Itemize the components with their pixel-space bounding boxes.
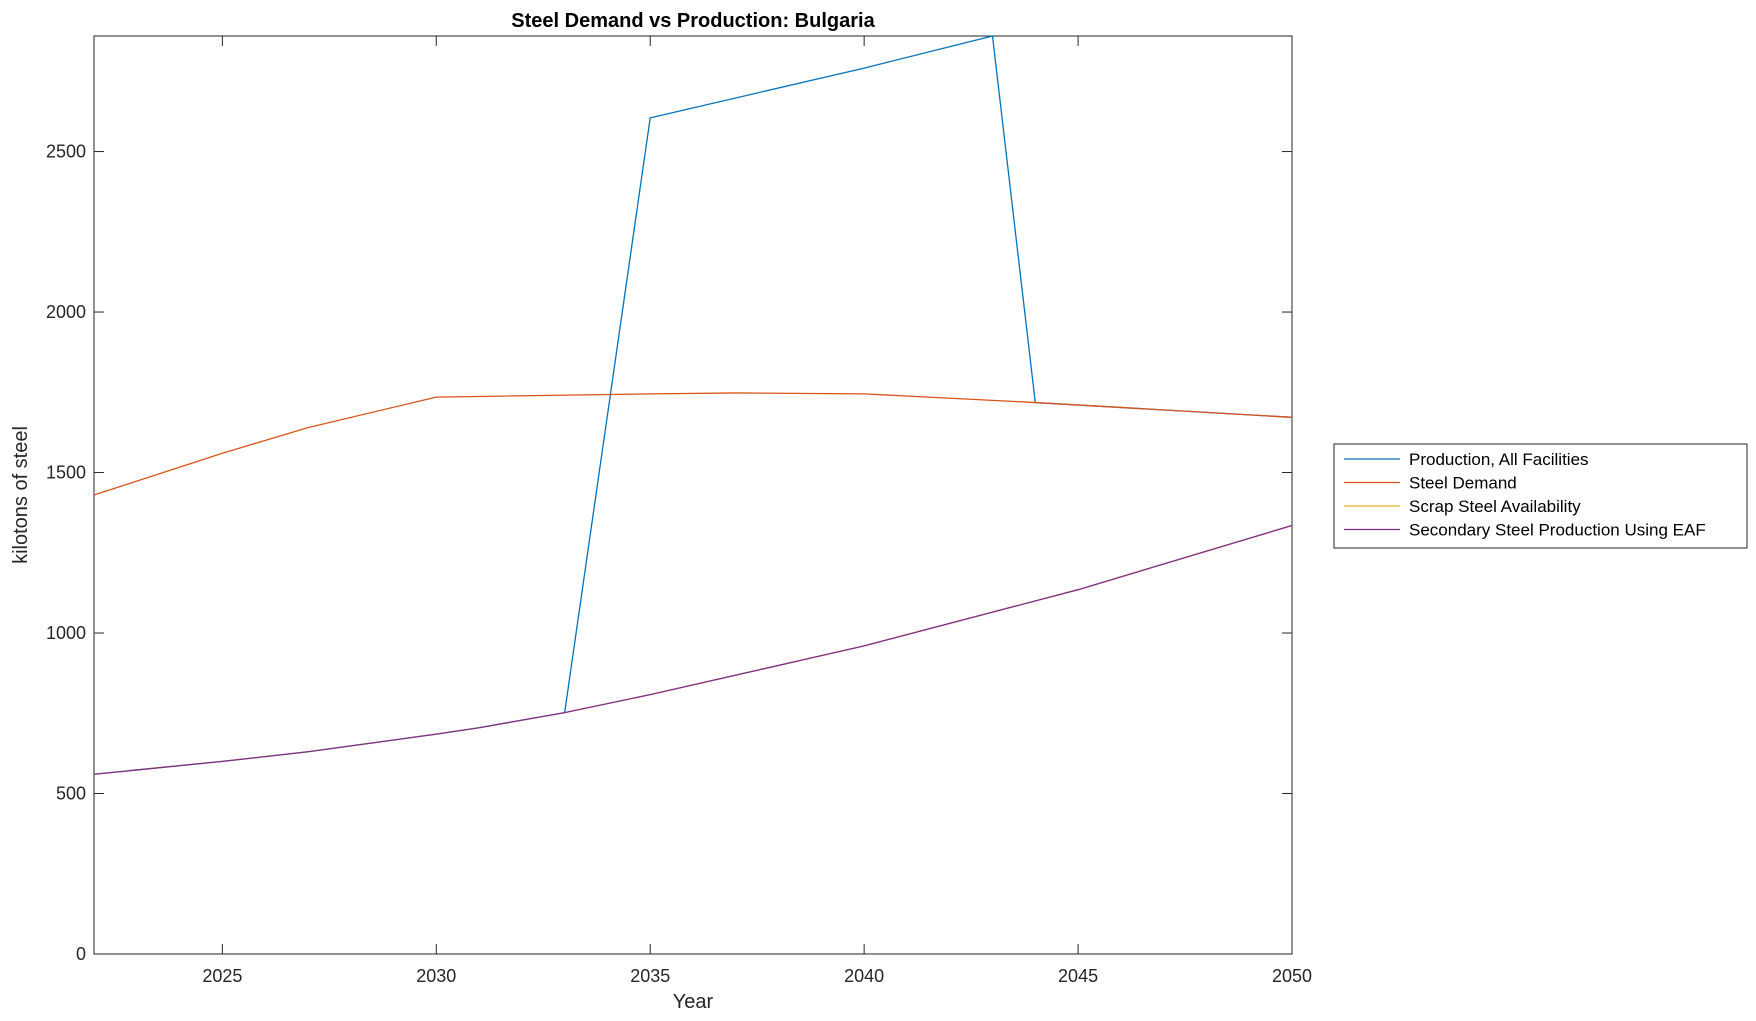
y-tick-label: 0 xyxy=(76,944,86,964)
y-tick-label: 1000 xyxy=(46,623,86,643)
series-line-4 xyxy=(93,524,1293,775)
x-tick-label: 2025 xyxy=(202,966,242,986)
chart-title: Steel Demand vs Production: Bulgaria xyxy=(511,10,875,32)
x-axis-label: Year xyxy=(673,991,714,1013)
x-tick-label: 2030 xyxy=(416,966,456,986)
legend: Production, All Facilities Steel Demand Sc… xyxy=(1333,443,1748,549)
x-tick-label: 2050 xyxy=(1272,966,1312,986)
y-tick-label: 1500 xyxy=(46,463,86,483)
y-axis-label: kilotons of steel xyxy=(10,426,32,564)
y-tick-label: 2500 xyxy=(46,142,86,162)
x-tick-label: 2045 xyxy=(1058,966,1098,986)
x-tick-label: 2035 xyxy=(630,966,670,986)
y-tick-label: 2000 xyxy=(46,302,86,322)
legend-entry-label: Scrap Steel Availability xyxy=(1409,497,1581,516)
y-tick-label: 500 xyxy=(56,784,86,804)
x-tick-label: 2040 xyxy=(844,966,884,986)
series-line-2 xyxy=(93,392,1293,496)
legend-entry-label: Steel Demand xyxy=(1409,474,1517,493)
x-axis-ticks: 2025 2030 2035 2040 2045 2050 xyxy=(202,36,1312,986)
y-axis-ticks: 0 500 1000 1500 2000 2500 xyxy=(46,142,1292,964)
legend-entry-label: Secondary Steel Production Using EAF xyxy=(1409,521,1706,540)
plot-area xyxy=(93,35,1293,955)
legend-entry-label: Production, All Facilities xyxy=(1409,450,1589,469)
legend-box xyxy=(1333,443,1748,549)
series-layer xyxy=(93,35,1293,775)
